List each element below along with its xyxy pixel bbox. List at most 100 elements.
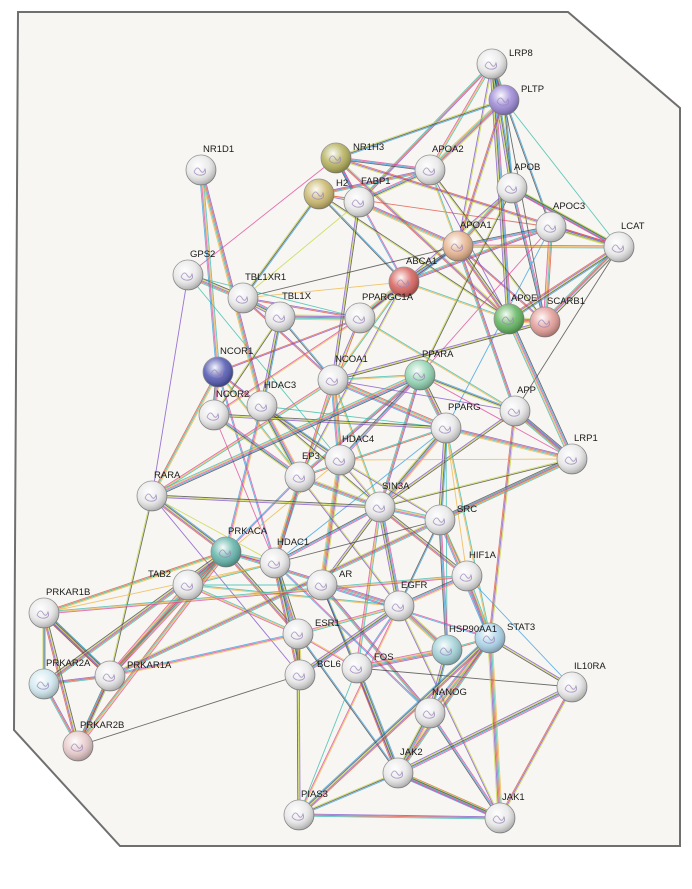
edge-GPS2-PPARGC1A xyxy=(187,274,361,319)
node-tab2[interactable]: TAB2 xyxy=(148,569,204,601)
structure-glyph xyxy=(396,279,410,288)
node-lcat[interactable]: LCAT xyxy=(603,221,645,263)
edge-NR1D1-HDAC3 xyxy=(198,170,261,407)
node-nanog[interactable]: NANOG xyxy=(414,687,467,729)
node-gps2[interactable]: GPS2 xyxy=(172,249,215,291)
node-app[interactable]: APP xyxy=(499,385,536,427)
node-ep3[interactable]: EP3 xyxy=(284,451,320,493)
edge-IL10RA-JAK1 xyxy=(498,686,572,818)
node-pias3[interactable]: PIAS3 xyxy=(283,789,328,831)
edge-PPARG-LRP1 xyxy=(445,428,572,460)
node-hif1a[interactable]: HIF1A xyxy=(451,550,497,592)
edge-APOA1-APP xyxy=(456,246,515,412)
edge-JAK1-STAT3 xyxy=(487,638,499,819)
node-label: NANOG xyxy=(432,687,467,698)
edge-TAB2-ESR1 xyxy=(188,583,299,634)
edge-H2-APOA2 xyxy=(318,168,430,194)
node-ppara[interactable]: PPARA xyxy=(404,349,454,391)
edge-EP3-PRKACA xyxy=(226,477,301,553)
node-apoc3[interactable]: APOC3 xyxy=(535,201,585,243)
node-apoe[interactable]: APOE xyxy=(493,293,537,335)
edge-NR1D1-NCOR1 xyxy=(202,169,221,372)
node-apoa1[interactable]: APOA1 xyxy=(442,220,492,262)
edge-SIN3A-FOS xyxy=(355,506,380,668)
node-jak1[interactable]: JAK1 xyxy=(484,792,525,834)
node-sheen xyxy=(432,635,462,665)
node-nr1h3[interactable]: NR1H3 xyxy=(320,142,384,174)
edge-PLTP-APOA2 xyxy=(429,99,505,171)
edge-PPARA-HDAC4 xyxy=(339,374,421,461)
node-ncoa1[interactable]: NCOA1 xyxy=(317,354,368,396)
node-jak2[interactable]: JAK2 xyxy=(382,747,423,789)
node-sheen xyxy=(63,731,93,761)
node-hdac3[interactable]: HDAC3 xyxy=(246,380,296,422)
edge-HDAC4-AR xyxy=(321,459,341,586)
node-h2[interactable]: H2 xyxy=(303,178,348,210)
node-rara[interactable]: RARA xyxy=(136,470,181,512)
edge-IL10RA-JAK2 xyxy=(397,686,573,774)
edge-LCAT-SCARB1 xyxy=(543,245,618,321)
edge-LRP1-SRC xyxy=(440,459,573,522)
node-prkar1b[interactable]: PRKAR1B xyxy=(28,587,90,629)
node-il10ra[interactable]: IL10RA xyxy=(556,661,606,703)
node-label: HDAC3 xyxy=(264,380,296,391)
edge-RARA-NCOR1 xyxy=(151,371,219,497)
node-stat3[interactable]: STAT3 xyxy=(474,622,535,654)
edge-PRKAR1B-HIF1A xyxy=(44,576,468,615)
edge-APOC3-SCARB1 xyxy=(546,227,554,323)
structure-glyph xyxy=(352,315,366,324)
node-ar[interactable]: AR xyxy=(306,569,352,601)
node-egfr[interactable]: EGFR xyxy=(383,580,428,622)
node-pltp[interactable]: PLTP xyxy=(488,84,544,116)
edge-JAK1-JAK2 xyxy=(398,771,501,817)
node-sheen xyxy=(342,653,372,683)
edge-EGFR-ESR1 xyxy=(297,604,399,634)
node-src[interactable]: SRC xyxy=(424,504,477,536)
edge-JAK2-JAK1 xyxy=(398,770,502,817)
edge-LRP8-APOA2 xyxy=(430,64,494,171)
edge-LRP1-SRC xyxy=(439,458,573,521)
node-lrp8[interactable]: LRP8 xyxy=(476,48,533,80)
edge-PLTP-SCARB1 xyxy=(503,99,546,323)
edge-FABP1-APOA1 xyxy=(359,200,459,245)
edge-RARA-NCOR1 xyxy=(150,371,218,496)
edge-LCAT-SCARB1 xyxy=(545,247,621,324)
node-lrp1[interactable]: LRP1 xyxy=(556,433,598,475)
edge-PPARA-LRP1 xyxy=(419,374,573,460)
edge-NCOA1-APP xyxy=(332,379,516,412)
structure-glyph xyxy=(70,743,84,752)
node-bcl6[interactable]: BCL6 xyxy=(284,659,341,691)
node-ppargc1a[interactable]: PPARGC1A xyxy=(344,292,414,334)
edge-H2-APOA2 xyxy=(318,169,431,195)
node-abca1[interactable]: ABCA1 xyxy=(388,256,437,298)
edge-PPARG-HDAC1 xyxy=(274,427,447,564)
node-fabp1[interactable]: FABP1 xyxy=(343,176,391,218)
node-tbl1xr1[interactable]: TBL1XR1 xyxy=(227,272,286,314)
node-hsp90aa1[interactable]: HSP90AA1 xyxy=(431,624,497,666)
node-fos[interactable]: FOS xyxy=(341,652,394,684)
node-apob[interactable]: APOB xyxy=(496,162,540,204)
node-prkaca[interactable]: PRKACA xyxy=(210,526,268,568)
node-sin3a[interactable]: SIN3A xyxy=(364,481,410,523)
node-tbl1x[interactable]: TBL1X xyxy=(264,291,312,333)
node-label: APOB xyxy=(514,162,540,173)
node-pparg[interactable]: PPARG xyxy=(430,402,481,444)
node-label: SIN3A xyxy=(382,481,410,492)
node-scarb1[interactable]: SCARB1 xyxy=(529,296,585,338)
node-prkar2a[interactable]: PRKAR2A xyxy=(28,658,91,700)
node-label: FOS xyxy=(374,652,394,663)
node-hdac1[interactable]: HDAC1 xyxy=(259,537,309,579)
edge-NR1H3-ABCA1 xyxy=(336,157,405,282)
edge-FOS-IL10RA xyxy=(356,667,573,688)
edge-AR-NANOG xyxy=(322,584,432,713)
node-prkar1a[interactable]: PRKAR1A xyxy=(94,660,172,692)
node-sheen xyxy=(389,267,419,297)
node-ncor2[interactable]: NCOR2 xyxy=(198,389,249,431)
node-apoa2[interactable]: APOA2 xyxy=(414,144,464,186)
node-ncor1[interactable]: NCOR1 xyxy=(202,346,253,388)
node-prkar2b[interactable]: PRKAR2B xyxy=(62,720,124,762)
node-nr1d1[interactable]: NR1D1 xyxy=(185,144,234,186)
node-hdac4[interactable]: HDAC4 xyxy=(324,434,374,476)
node-esr1[interactable]: ESR1 xyxy=(282,618,340,650)
edge-HDAC3-HDAC4 xyxy=(261,406,340,461)
